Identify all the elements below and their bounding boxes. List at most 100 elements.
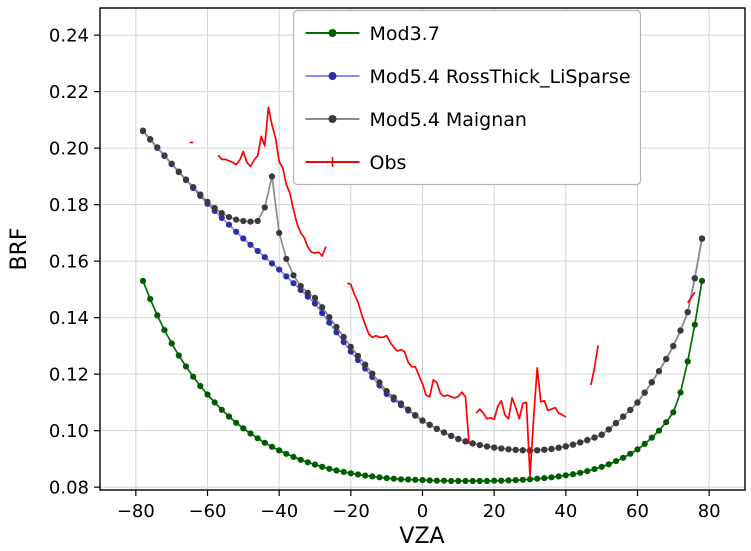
- series-obs: [189, 106, 696, 477]
- mod54-maignan-marker: [147, 136, 154, 143]
- mod54-maignan-marker: [354, 352, 362, 359]
- legend-entry-mod37: Mod3.7: [305, 23, 440, 45]
- mod54-maignan-marker: [498, 445, 505, 452]
- mod37-marker: [254, 435, 261, 442]
- mod54-maignan-marker: [483, 443, 491, 450]
- legend-entry-mod54-maignan: Mod5.4 Maignan: [305, 109, 527, 131]
- mod37-marker: [448, 477, 455, 485]
- y-tick-label: 0.22: [49, 82, 89, 103]
- mod54-rtls-marker: [240, 235, 247, 242]
- mod37-marker: [612, 458, 620, 465]
- x-tick-label: 60: [626, 501, 649, 522]
- mod37-marker: [369, 473, 376, 480]
- mod37-marker: [347, 470, 354, 477]
- mod37-marker: [440, 477, 448, 484]
- mod37-marker: [290, 453, 297, 460]
- mod54-rtls-marker: [261, 254, 268, 261]
- mod37-marker: [655, 427, 663, 434]
- mod37-marker: [240, 425, 247, 432]
- mod37-marker: [684, 358, 691, 365]
- mod37-marker: [204, 391, 211, 398]
- mod37-marker: [383, 475, 390, 482]
- obs-line: [590, 345, 599, 386]
- mod54-rtls-marker: [233, 228, 240, 235]
- mod54-maignan-marker: [555, 444, 562, 451]
- mod37-marker: [584, 468, 591, 475]
- mod37-marker: [555, 473, 562, 480]
- mod54-maignan-marker: [519, 447, 526, 454]
- mod54-maignan-marker: [541, 446, 548, 453]
- mod54-maignan-marker: [197, 191, 204, 198]
- mod37-marker: [526, 476, 534, 483]
- mod54-rtls-marker: [268, 260, 276, 267]
- mod54-maignan-marker: [433, 425, 440, 432]
- obs-line: [686, 291, 696, 304]
- obs-line: [347, 282, 470, 445]
- legend-marker-dot: [328, 29, 337, 37]
- y-axis-label: BRF: [7, 227, 32, 270]
- mod54-maignan-marker: [419, 417, 426, 424]
- legend-label: Mod5.4 RossThick_LiSparse: [370, 66, 631, 88]
- mod37-marker: [491, 477, 498, 484]
- mod54-maignan-marker: [569, 441, 577, 448]
- mod54-maignan-marker: [476, 442, 483, 449]
- mod37-marker: [419, 477, 426, 484]
- mod54-maignan-marker: [670, 343, 677, 350]
- mod37-marker: [577, 469, 584, 476]
- mod54-maignan-marker: [362, 361, 369, 368]
- mod54-rtls-marker: [225, 221, 233, 228]
- legend-label: Mod3.7: [370, 23, 440, 45]
- mod37-marker: [498, 477, 505, 484]
- mod54-maignan-marker: [383, 388, 390, 395]
- mod54-maignan-marker: [405, 406, 412, 413]
- mod37-marker: [247, 430, 254, 437]
- series-mod37: [139, 277, 706, 485]
- mod37-marker: [154, 312, 161, 319]
- mod37-marker: [670, 409, 677, 416]
- mod54-maignan-marker: [340, 333, 347, 340]
- mod54-maignan-marker: [634, 399, 641, 406]
- mod54-rtls-marker: [290, 280, 297, 287]
- mod37-marker: [412, 476, 419, 483]
- y-tick-label: 0.24: [49, 26, 89, 47]
- obs-line: [217, 106, 327, 257]
- y-tick-label: 0.20: [49, 139, 89, 160]
- y-tick-label: 0.08: [49, 478, 89, 499]
- mod54-rtls-marker: [276, 266, 283, 273]
- y-tick-label: 0.18: [49, 195, 89, 216]
- mod54-maignan-marker: [283, 255, 290, 262]
- mod54-rtls-marker: [254, 247, 261, 255]
- mod54-maignan-marker: [247, 218, 254, 225]
- mod54-maignan-marker: [412, 412, 419, 419]
- mod37-marker: [304, 459, 311, 466]
- x-tick-label: −80: [117, 501, 155, 522]
- mod54-maignan-marker: [548, 445, 555, 453]
- mod37-marker: [376, 474, 383, 481]
- mod54-maignan-marker: [319, 304, 326, 311]
- axes: −80 −60 −40 −20 0 20 40 60 80 0.08 0.10 0.12 0.14 0.1…: [49, 7, 746, 522]
- series-mod54-maignan: [139, 127, 706, 454]
- legend-box: [292, 9, 642, 186]
- mod37-marker: [641, 440, 648, 447]
- mod54-maignan-marker: [154, 144, 161, 151]
- mod37-marker: [634, 446, 641, 453]
- mod54-maignan-marker: [168, 160, 175, 167]
- mod54-maignan-marker: [663, 356, 670, 363]
- mod54-rtls-marker: [218, 214, 225, 221]
- mod37-marker: [548, 474, 555, 481]
- series-group: [139, 106, 706, 485]
- mod37-marker: [648, 434, 655, 441]
- y-tick-label: 0.14: [49, 308, 89, 329]
- mod54-maignan-marker: [233, 216, 240, 223]
- x-tick-label: 20: [483, 501, 506, 522]
- mod54-maignan-marker: [591, 434, 598, 441]
- mod54-rtls-marker: [333, 329, 340, 336]
- mod37-marker: [462, 477, 469, 485]
- mod37-marker: [333, 467, 340, 474]
- x-tick-label: −60: [189, 501, 227, 522]
- legend: Mod3.7 Mod5.4 RossThick_LiSparse Mod5.4 Ma…: [292, 9, 642, 186]
- mod54-maignan-marker: [139, 127, 147, 134]
- mod37-marker: [483, 477, 491, 485]
